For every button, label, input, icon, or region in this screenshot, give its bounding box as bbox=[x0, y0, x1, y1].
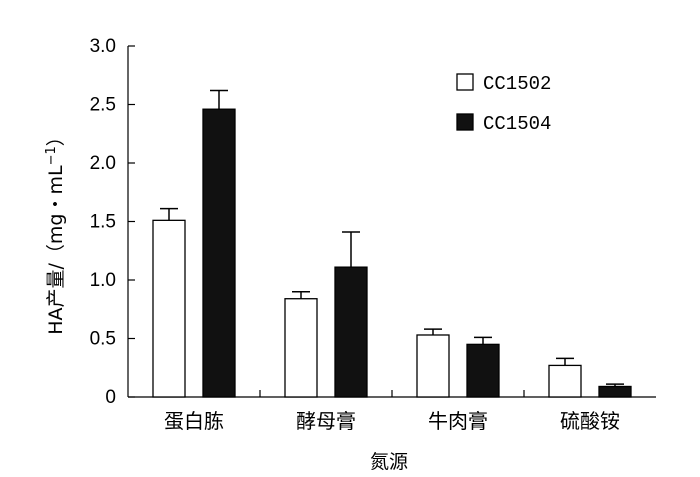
legend-label: CC1502 bbox=[483, 73, 551, 95]
x-tick-label: 酵母膏 bbox=[296, 409, 356, 433]
bar bbox=[598, 385, 632, 398]
bar bbox=[334, 266, 368, 398]
x-tick-label: 牛肉膏 bbox=[428, 409, 488, 433]
legend-label: CC1504 bbox=[483, 113, 551, 135]
bar bbox=[416, 334, 450, 398]
legend-swatch bbox=[456, 113, 474, 131]
y-tick-label: 0.5 bbox=[90, 329, 116, 350]
y-tick-label: 3.0 bbox=[90, 36, 116, 57]
bar bbox=[466, 343, 500, 398]
y-tick-label: 1.5 bbox=[90, 212, 116, 233]
bars bbox=[152, 89, 632, 398]
y-tick-label: 0 bbox=[105, 387, 116, 408]
axes: 0 0.5 1.0 1.5 2.0 2.5 3.0 蛋白胨 酵母膏 牛肉膏 硫酸铵 bbox=[90, 36, 656, 433]
y-tick-label: 1.0 bbox=[90, 270, 116, 291]
legend-swatch bbox=[456, 73, 474, 91]
x-tick-label: 蛋白胨 bbox=[164, 409, 224, 433]
x-axis-title: 氮源 bbox=[370, 451, 408, 473]
bar bbox=[152, 219, 186, 398]
y-axis-title: HA产量/（mg・mL−1） bbox=[44, 127, 68, 335]
y-tick-label: 2.0 bbox=[90, 153, 116, 174]
y-tick-label: 2.5 bbox=[90, 95, 116, 116]
x-tick-label: 硫酸铵 bbox=[560, 409, 620, 433]
bar bbox=[548, 364, 582, 398]
legend: CC1502 CC1504 bbox=[456, 73, 551, 135]
bar bbox=[202, 108, 236, 398]
bar bbox=[284, 298, 318, 398]
